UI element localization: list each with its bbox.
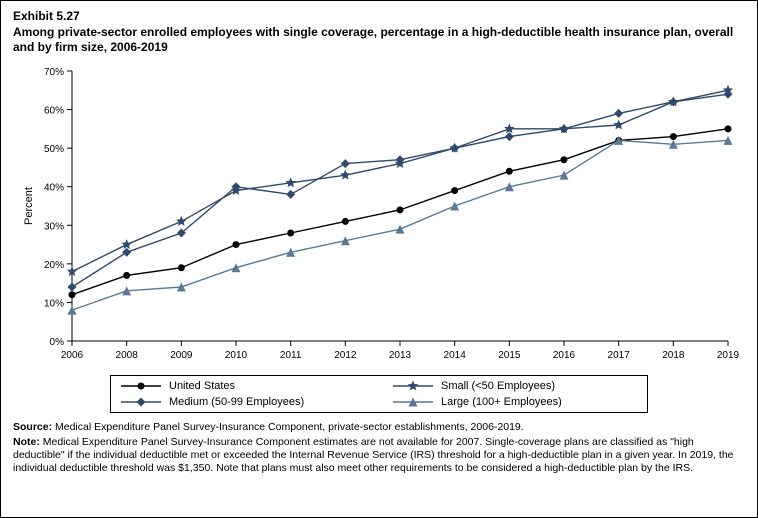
note-text: Medical Expenditure Panel Survey-Insuran… (13, 436, 734, 474)
exhibit-title: Among private-sector enrolled employees … (13, 25, 745, 55)
svg-text:2018: 2018 (662, 350, 685, 361)
svg-text:2016: 2016 (553, 350, 576, 361)
svg-text:2012: 2012 (334, 350, 357, 361)
svg-text:2019: 2019 (717, 350, 740, 361)
legend-label: Large (100+ Employees) (441, 396, 562, 408)
svg-text:Percent: Percent (23, 187, 35, 225)
svg-text:2011: 2011 (280, 350, 302, 361)
legend-swatch (119, 379, 163, 393)
svg-text:2017: 2017 (608, 350, 631, 361)
svg-text:2015: 2015 (498, 350, 521, 361)
legend-item: Medium (50-99 Employees) (119, 395, 367, 409)
chart: Percent 0% 10% 20% 30% 40% 50% 60% 70% 2006 2008 20… (14, 59, 744, 369)
legend-swatch (391, 395, 435, 409)
legend-item: United States (119, 379, 367, 393)
exhibit-number: Exhibit 5.27 (13, 9, 745, 23)
svg-text:2009: 2009 (170, 350, 193, 361)
svg-text:0%: 0% (50, 337, 65, 348)
svg-text:40%: 40% (44, 183, 64, 194)
svg-text:50%: 50% (44, 144, 64, 155)
source-line: Source: Medical Expenditure Panel Survey… (13, 421, 745, 434)
note-line: Note: Medical Expenditure Panel Survey-I… (13, 436, 745, 475)
legend-label: Medium (50-99 Employees) (169, 396, 304, 408)
svg-text:20%: 20% (44, 260, 64, 271)
source-text: Medical Expenditure Panel Survey-Insuran… (52, 421, 524, 433)
svg-text:2010: 2010 (225, 350, 248, 361)
legend: United States Small (<50 Employees) Medium… (110, 375, 648, 413)
legend-swatch (391, 379, 435, 393)
svg-text:2008: 2008 (116, 350, 139, 361)
note-label: Note: (13, 436, 40, 448)
exhibit-frame: Exhibit 5.27 Among private-sector enroll… (0, 0, 758, 518)
svg-text:70%: 70% (44, 67, 64, 78)
svg-text:2014: 2014 (444, 350, 467, 361)
svg-text:2013: 2013 (389, 350, 412, 361)
legend-item: Small (<50 Employees) (391, 379, 639, 393)
source-label: Source: (13, 421, 52, 433)
svg-text:60%: 60% (44, 106, 64, 117)
svg-text:10%: 10% (44, 298, 64, 309)
legend-swatch (119, 395, 163, 409)
svg-text:30%: 30% (44, 221, 64, 232)
legend-label: Small (<50 Employees) (441, 380, 555, 392)
chart-svg: Percent 0% 10% 20% 30% 40% 50% 60% 70% 2006 2008 20… (14, 59, 744, 369)
svg-text:2006: 2006 (61, 350, 84, 361)
legend-label: United States (169, 380, 235, 392)
legend-item: Large (100+ Employees) (391, 395, 639, 409)
